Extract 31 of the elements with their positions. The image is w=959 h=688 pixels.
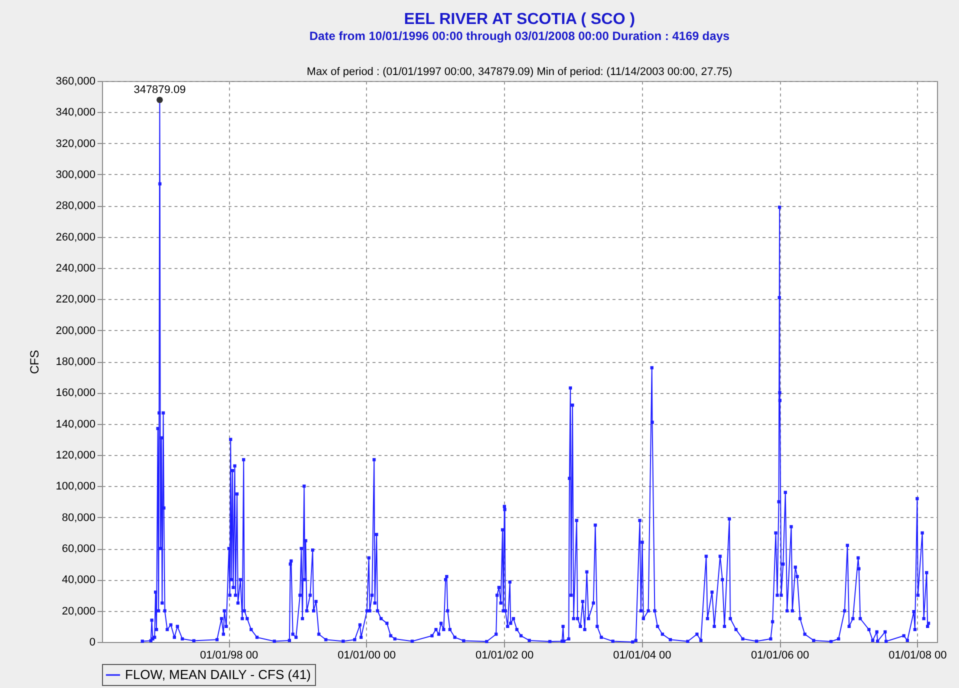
- y-tick-label: 80,000: [62, 512, 96, 524]
- y-tick-label: 260,000: [56, 231, 96, 244]
- x-tick-label: 01/01/06 00: [750, 650, 810, 662]
- x-tick-label: 01/01/98 00: [200, 650, 258, 662]
- y-tick-label: 220,000: [56, 294, 96, 306]
- y-axis-title: CFS: [28, 350, 42, 374]
- y-tick-label: 160,000: [56, 387, 96, 400]
- x-tick-label: 01/01/02 00: [475, 650, 534, 662]
- y-tick-label: 200,000: [56, 324, 96, 337]
- y-tick-label: 300,000: [56, 169, 96, 181]
- y-tick-label: 120,000: [56, 450, 96, 462]
- y-tick-label: 20,000: [62, 605, 96, 618]
- y-tick-label: 140,000: [56, 418, 96, 430]
- y-tick-label: 320,000: [56, 138, 96, 150]
- y-tick-label: 360,000: [56, 76, 96, 88]
- text: Max of period : (01/01/1997 00:00, 347879.09) Min of period: (11/14/2003 00:00, 27.75): [306, 66, 732, 78]
- y-tick-label: 40,000: [62, 574, 96, 586]
- y-tick-label: 0: [89, 636, 96, 648]
- y-tick-label: 240,000: [56, 262, 96, 274]
- annotation: 347879.09: [134, 84, 186, 96]
- legend-label: FLOW, MEAN DAILY - CFS (41): [125, 667, 311, 682]
- x-tick-label: 01/01/00 00: [338, 650, 396, 662]
- y-tick-label: 60,000: [62, 543, 96, 555]
- x-tick-label: 01/01/04 00: [613, 650, 672, 662]
- chart-title: EEL RIVER AT SCOTIA ( SCO ): [404, 11, 636, 28]
- y-tick-label: 340,000: [56, 106, 96, 119]
- y-tick-label: 180,000: [56, 356, 96, 368]
- chart-subtitle: Date from 10/01/1996 00:00 through 03/01/2008 00:00 Duration : 4169 days: [309, 29, 730, 43]
- x-tick-label: 01/01/08 00: [888, 650, 947, 662]
- y-tick-label: 280,000: [56, 200, 96, 212]
- y-tick-label: 100,000: [56, 480, 96, 493]
